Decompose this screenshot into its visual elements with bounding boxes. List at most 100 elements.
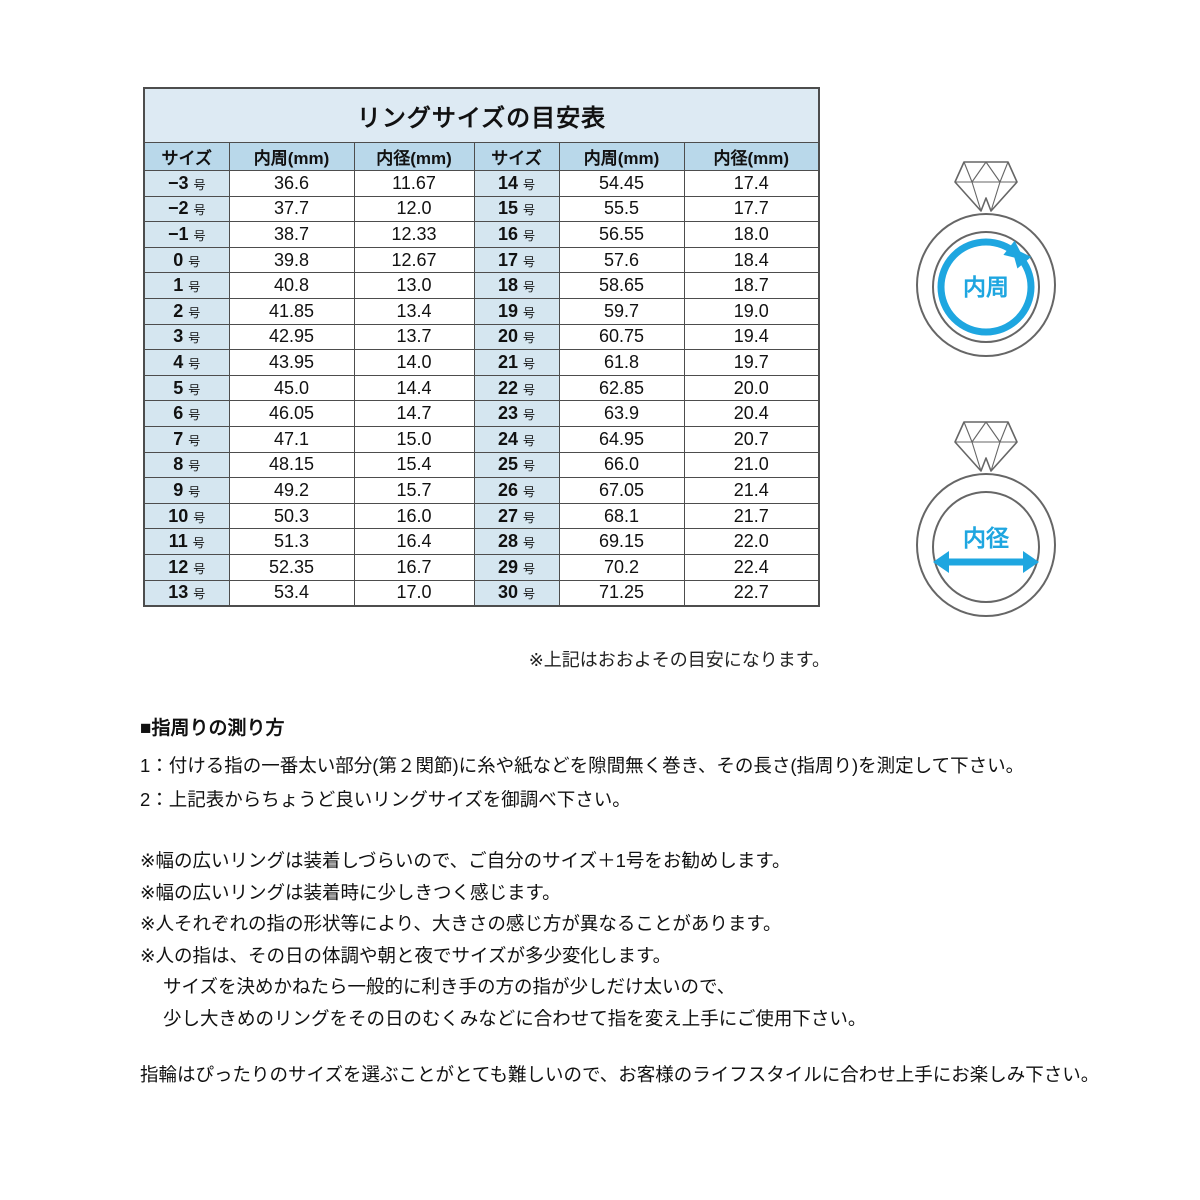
size-unit: 号 (188, 331, 201, 346)
measuring-notes: ※幅の広いリングは装着しづらいので、ご自分のサイズ＋1号をお勧めします。 ※幅の… (140, 845, 866, 1034)
value-cell: 15.4 (353, 451, 475, 479)
diameter-arrow (933, 551, 1039, 573)
value-cell: 63.9 (558, 400, 685, 427)
table-row: 10 号 50.3 16.0 27 号 68.1 21.7 (143, 502, 820, 530)
value-cell: 21.4 (683, 477, 820, 504)
size-cell: 17 号 (473, 246, 560, 274)
value-cell: 41.85 (228, 297, 355, 325)
size-unit: 号 (523, 459, 536, 474)
ring-illustration-diameter: 内径 (911, 412, 1061, 624)
value-cell: 62.85 (558, 374, 685, 402)
size-number: 17 (497, 249, 518, 270)
table-row: 0 号 39.8 12.67 17 号 57.6 18.4 (143, 246, 820, 274)
table-row: 4 号 43.95 14.0 21 号 61.8 19.7 (143, 349, 820, 376)
size-number: 19 (497, 300, 518, 321)
diamond-icon (954, 421, 1018, 472)
size-number: 24 (497, 428, 518, 449)
value-cell: 60.75 (558, 323, 685, 351)
size-unit: 号 (523, 587, 536, 602)
size-number: 12 (168, 556, 189, 577)
value-cell: 56.55 (558, 221, 685, 248)
size-cell: 12 号 (143, 553, 230, 581)
size-unit: 号 (523, 356, 536, 371)
size-cell: 25 号 (473, 451, 560, 479)
size-cell: 28 号 (473, 528, 560, 555)
table-row: 9 号 49.2 15.7 26 号 67.05 21.4 (143, 477, 820, 504)
note-line: ※人の指は、その日の体調や朝と夜でサイズが多少変化します。 (140, 944, 672, 966)
size-unit: 号 (188, 459, 201, 474)
value-cell: 20.0 (683, 374, 820, 402)
ring-band (916, 213, 1056, 357)
size-unit: 号 (523, 228, 536, 243)
value-cell: 69.15 (558, 528, 685, 555)
column-header-size-left: サイズ (143, 142, 230, 171)
size-unit: 号 (523, 433, 536, 448)
value-cell: 54.45 (558, 170, 685, 197)
size-unit: 号 (193, 177, 206, 192)
note-line: ※幅の広いリングは装着時に少しきつく感じます。 (140, 881, 561, 903)
table-row: 7 号 47.1 15.0 24 号 64.95 20.7 (143, 425, 820, 453)
size-number: 20 (497, 326, 518, 347)
size-number: 4 (173, 351, 184, 372)
value-cell: 12.67 (353, 246, 475, 274)
size-number: 14 (497, 172, 518, 193)
size-cell: −1 号 (143, 221, 230, 248)
size-unit: 号 (193, 510, 206, 525)
size-unit: 号 (193, 228, 206, 243)
size-number: 22 (497, 377, 518, 398)
size-number: 15 (497, 198, 518, 219)
table-header-row: サイズ 内周(mm) 内径(mm) サイズ 内周(mm) 内径(mm) (143, 142, 820, 171)
column-header-circumference-right: 内周(mm) (558, 142, 685, 171)
value-cell: 59.7 (558, 297, 685, 325)
value-cell: 20.4 (683, 400, 820, 427)
size-cell: 27 号 (473, 502, 560, 530)
size-number: 16 (497, 223, 518, 244)
table-row: −1 号 38.7 12.33 16 号 56.55 18.0 (143, 221, 820, 248)
size-cell: −3 号 (143, 170, 230, 197)
size-unit: 号 (192, 536, 205, 551)
diamond-icon (954, 161, 1018, 212)
size-number: 3 (173, 326, 184, 347)
size-unit: 号 (523, 484, 536, 499)
table-row: 5 号 45.0 14.4 22 号 62.85 20.0 (143, 374, 820, 402)
value-cell: 71.25 (558, 579, 685, 607)
size-unit: 号 (523, 254, 536, 269)
value-cell: 14.4 (353, 374, 475, 402)
value-cell: 61.8 (558, 349, 685, 376)
diameter-label: 内径 (963, 525, 1010, 551)
size-number: 23 (497, 403, 518, 424)
size-cell: 23 号 (473, 400, 560, 427)
column-header-diameter-left: 内径(mm) (353, 142, 475, 171)
value-cell: 21.7 (683, 502, 820, 530)
value-cell: 12.33 (353, 221, 475, 248)
size-cell: 18 号 (473, 272, 560, 299)
value-cell: 55.5 (558, 195, 685, 223)
size-unit: 号 (193, 587, 206, 602)
size-cell: 29 号 (473, 553, 560, 581)
size-unit: 号 (523, 280, 536, 295)
value-cell: 38.7 (228, 221, 355, 248)
size-number: 28 (497, 531, 518, 552)
size-number: −2 (167, 198, 189, 219)
value-cell: 51.3 (228, 528, 355, 555)
size-unit: 号 (523, 536, 536, 551)
measuring-steps: 1：付ける指の一番太い部分(第２関節)に糸や紙などを隙間無く巻き、その長さ(指周… (140, 749, 1024, 817)
value-cell: 70.2 (558, 553, 685, 581)
measuring-step-2: 2：上記表からちょうど良いリングサイズを御調べ下さい。 (140, 789, 631, 810)
value-cell: 19.4 (683, 323, 820, 351)
value-cell: 19.0 (683, 297, 820, 325)
value-cell: 50.3 (228, 502, 355, 530)
size-number: 21 (497, 351, 518, 372)
size-cell: 19 号 (473, 297, 560, 325)
value-cell: 11.67 (353, 170, 475, 197)
value-cell: 15.0 (353, 425, 475, 453)
size-number: −3 (167, 172, 189, 193)
value-cell: 21.0 (683, 451, 820, 479)
note-line-sub: サイズを決めかねたら一般的に利き手の方の指が少しだけ太いので、 (163, 976, 736, 997)
value-cell: 45.0 (228, 374, 355, 402)
value-cell: 18.7 (683, 272, 820, 299)
value-cell: 58.65 (558, 272, 685, 299)
